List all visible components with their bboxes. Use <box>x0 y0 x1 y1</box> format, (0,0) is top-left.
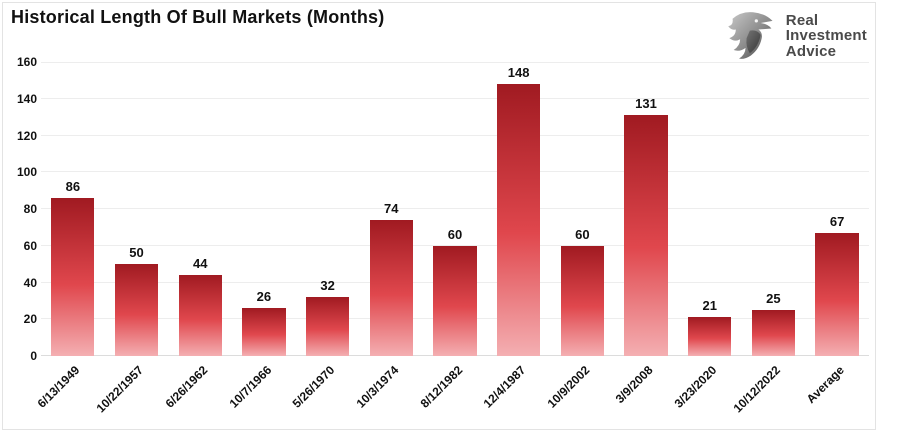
bar-column: 50 <box>105 62 169 356</box>
bar-10-7-1966: 26 <box>242 289 286 356</box>
x-tick-cell: 6/26/1962 <box>162 356 232 425</box>
brand-logo-text: Real Investment Advice <box>786 13 867 60</box>
bar-value-label: 25 <box>766 291 781 307</box>
gridline-140 <box>41 97 869 99</box>
x-tick-cell: 10/3/1974 <box>354 356 423 425</box>
x-tick-cell: 8/12/1982 <box>417 356 487 425</box>
bar-3-23-2020: 21 <box>688 298 732 356</box>
x-tick-cell: 3/9/2008 <box>612 356 678 425</box>
x-tick-cell: 10/22/1957 <box>94 356 169 425</box>
x-tick-cell: 3/23/2020 <box>672 356 742 425</box>
bar-6-13-1949: 86 <box>51 179 95 356</box>
x-tick-cell: 10/7/1966 <box>226 356 296 425</box>
bar-value-label: 60 <box>447 226 463 242</box>
x-tick-label: 3/9/2008 <box>612 363 656 406</box>
y-tick-label-20: 20 <box>23 312 37 327</box>
x-tick-cell: 12/4/1987 <box>481 356 551 425</box>
x-tick-label: 12/4/1987 <box>480 363 529 411</box>
bar-column: 25 <box>742 62 806 356</box>
bar-column: 131 <box>614 62 678 356</box>
y-tick-label-60: 60 <box>23 238 37 253</box>
bar-column: 60 <box>423 62 487 356</box>
bar-column: 86 <box>41 62 105 356</box>
gridline-160 <box>41 62 869 63</box>
x-tick-label: 10/3/1974 <box>353 363 402 411</box>
x-tick-label: Average <box>803 363 847 407</box>
bar-column: 44 <box>168 62 232 356</box>
x-tick-label: 3/23/2020 <box>671 363 720 411</box>
bar-value-label: 50 <box>129 245 144 261</box>
brand-logo: Real Investment Advice <box>725 9 867 63</box>
brand-logo-line1: Real <box>785 11 819 29</box>
x-axis: 6/13/1949 10/22/1957 6/26/1962 10/7/1966 5/2… <box>35 356 869 425</box>
brand-logo-line2: Investment <box>785 27 867 45</box>
bar-value-label: 21 <box>702 298 717 314</box>
brand-logo-line3: Advice <box>785 42 837 60</box>
bar-value-label: 148 <box>507 65 530 81</box>
bar-column: 21 <box>678 62 742 356</box>
chart-frame: Historical Length Of Bull Markets (Month… <box>2 2 876 430</box>
y-tick-label-120: 120 <box>16 128 37 143</box>
x-tick-cell: 10/12/2022 <box>731 356 806 425</box>
bar-column: 60 <box>551 62 615 356</box>
x-tick-label: 6/13/1949 <box>35 363 83 411</box>
bar-column: 74 <box>359 62 423 356</box>
gridline-100 <box>41 171 869 173</box>
bar-8-12-1982: 60 <box>433 227 477 356</box>
bar-value-label: 86 <box>65 178 81 194</box>
x-tick-label: 5/26/1970 <box>289 363 338 411</box>
gridline-80 <box>41 208 869 209</box>
chart-title: Historical Length Of Bull Markets (Month… <box>11 7 385 27</box>
x-tick-cell: 10/9/2002 <box>545 356 615 425</box>
y-tick-label-140: 140 <box>16 91 37 106</box>
bar-3-9-2008: 131 <box>624 96 668 356</box>
bar-column: 26 <box>232 62 296 356</box>
chart-body: 0 20 40 60 80 100 120 140 160 86 50 44 26 32 74 60 148 6… <box>9 55 869 425</box>
y-tick-label-80: 80 <box>23 202 37 216</box>
bar-column: 32 <box>296 62 360 356</box>
x-tick-label: 6/26/1962 <box>162 363 211 411</box>
x-tick-label: 10/9/2002 <box>544 363 593 411</box>
bar-5-26-1970: 32 <box>305 278 350 356</box>
plot-area: 86 50 44 26 32 74 60 148 60 131 21 25 67 <box>41 62 869 356</box>
bar-column: 148 <box>487 62 551 356</box>
bar-12-4-1987: 148 <box>497 65 541 356</box>
x-tick-cell: 6/13/1949 <box>35 356 105 425</box>
x-tick-cell: Average <box>803 356 869 425</box>
x-tick-cell: 5/26/1970 <box>290 356 360 425</box>
bar-value-label: 74 <box>384 201 399 217</box>
bar-value-label: 44 <box>192 256 208 272</box>
y-axis: 0 20 40 60 80 100 120 140 160 <box>9 55 41 363</box>
gridline-60 <box>41 244 869 246</box>
y-tick-label-100: 100 <box>16 165 37 180</box>
bar-value-label: 32 <box>320 278 335 294</box>
y-tick-label-40: 40 <box>23 275 37 290</box>
bar-value-label: 60 <box>575 226 590 242</box>
y-tick-label-0: 0 <box>30 349 37 363</box>
bar-10-9-2002: 60 <box>560 227 604 356</box>
bar-value-label: 67 <box>829 213 845 229</box>
bar-10-22-1957: 50 <box>114 245 159 356</box>
bar-Average: 67 <box>815 214 859 356</box>
x-tick-label: 8/12/1982 <box>417 363 465 411</box>
bar-10-12-2022: 25 <box>751 291 796 356</box>
bar-column: 67 <box>805 62 869 356</box>
bar-6-26-1962: 44 <box>178 256 222 356</box>
y-tick-label-160: 160 <box>16 55 37 69</box>
gridline-120 <box>41 134 869 136</box>
eagle-icon <box>728 12 773 59</box>
bar-value-label: 26 <box>256 289 272 305</box>
bar-10-3-1974: 74 <box>369 201 413 356</box>
bar-series: 86 50 44 26 32 74 60 148 60 131 21 25 67 <box>41 62 869 356</box>
bar-value-label: 131 <box>635 96 657 112</box>
x-tick-label: 10/7/1966 <box>226 363 274 411</box>
